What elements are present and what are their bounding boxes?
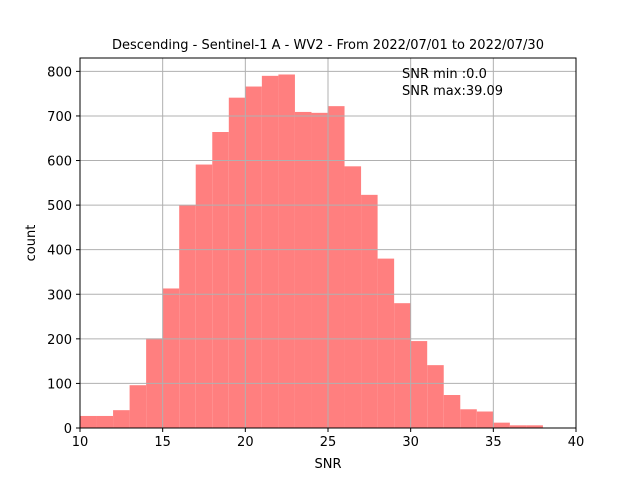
x-axis-label: SNR (314, 457, 341, 472)
histogram-bar (179, 205, 196, 428)
histogram-bar (294, 111, 312, 428)
histogram-bar (476, 411, 494, 428)
bars-group (80, 74, 543, 429)
histogram-bar (245, 86, 262, 428)
histogram-bar (443, 395, 461, 428)
y-axis-label: count (24, 225, 39, 262)
histogram-bar (361, 194, 378, 428)
histogram-bar (212, 132, 229, 428)
x-tick-label: 20 (237, 435, 254, 450)
x-tick-label: 25 (320, 435, 337, 450)
histogram-bar (526, 425, 543, 428)
histogram-bar (493, 422, 510, 428)
y-tick-label: 100 (47, 377, 72, 392)
y-tick-label: 400 (47, 244, 72, 259)
histogram-bar (278, 74, 295, 429)
histogram-bar (80, 415, 97, 428)
histogram-bar (311, 112, 328, 428)
y-tick-label: 800 (47, 65, 72, 80)
histogram-bar (162, 288, 180, 428)
y-tick-label: 500 (47, 199, 72, 214)
x-axis-ticks: 10 15 20 25 30 35 40 (72, 428, 585, 450)
x-tick-label: 30 (402, 435, 419, 450)
x-tick-label: 10 (72, 435, 89, 450)
x-tick-label: 35 (485, 435, 502, 450)
histogram-bar (328, 106, 345, 428)
histogram-bar (113, 410, 130, 428)
histogram-bar (509, 425, 527, 428)
y-tick-label: 0 (64, 422, 72, 437)
histogram-bar (394, 303, 411, 428)
histogram-bar (344, 166, 362, 428)
y-tick-label: 200 (47, 333, 72, 348)
histogram-bar (129, 385, 147, 428)
x-tick-label: 15 (154, 435, 171, 450)
histogram-bar (427, 365, 444, 428)
x-tick-label: 40 (568, 435, 585, 450)
histogram-bar (261, 75, 279, 428)
y-tick-label: 300 (47, 288, 72, 303)
histogram-bar (377, 258, 395, 428)
histogram-bar (96, 415, 114, 428)
histogram-bar (460, 409, 477, 428)
histogram-bar (410, 341, 428, 428)
y-tick-label: 600 (47, 155, 72, 170)
histogram-bar (228, 97, 246, 429)
y-tick-label: 700 (47, 110, 72, 125)
y-axis-ticks: 0 100 200 300 400 500 600 700 800 (47, 65, 80, 437)
annotation-snr-max: SNR max:39.09 (402, 84, 503, 99)
histogram-bar (195, 164, 213, 428)
grid-lines (80, 58, 576, 428)
annotation-snr-min: SNR min :0.0 (402, 67, 487, 82)
chart-title: Descending - Sentinel-1 A - WV2 - From 2… (112, 38, 544, 53)
